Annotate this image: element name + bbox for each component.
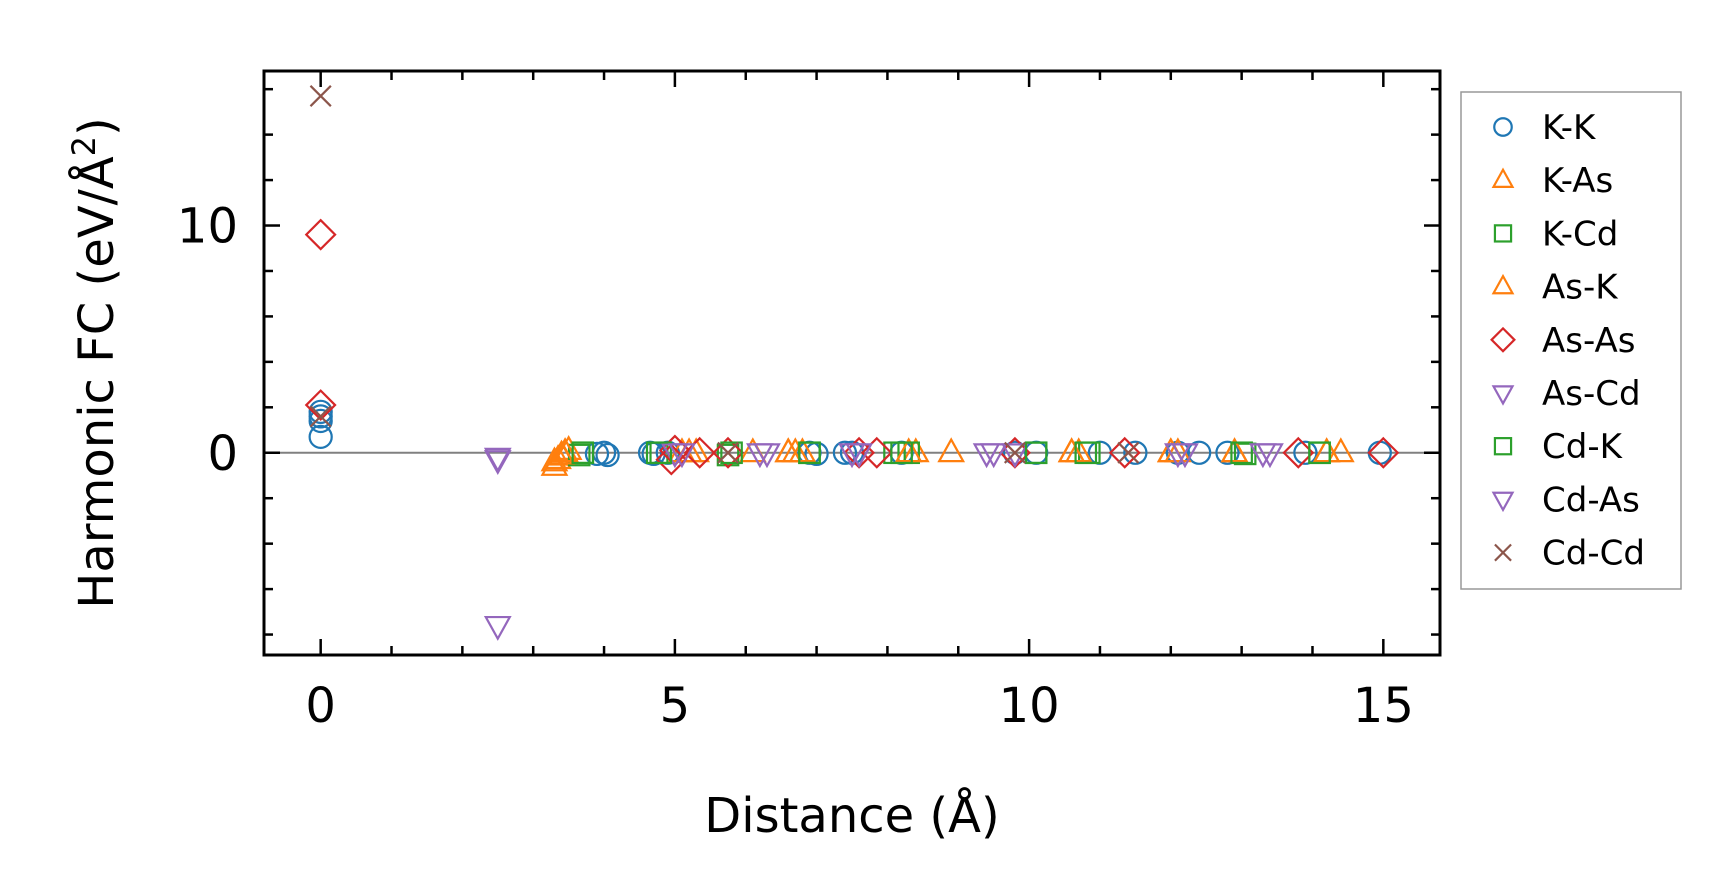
data-point — [894, 437, 923, 463]
data-point — [746, 443, 774, 469]
data-point — [308, 399, 333, 424]
legend-marker — [1490, 326, 1516, 353]
legend-label: Cd-K — [1542, 427, 1624, 467]
plot-frame — [262, 69, 1442, 657]
data-point — [1312, 437, 1341, 463]
data-point — [304, 389, 337, 421]
data-point — [712, 436, 744, 469]
x-tick-label: 15 — [1353, 678, 1414, 734]
legend-label: As-As — [1542, 321, 1635, 361]
data-point — [937, 437, 966, 463]
data-point — [798, 441, 821, 465]
data-point — [308, 424, 333, 449]
data-point — [860, 436, 893, 469]
data-point — [972, 443, 1001, 469]
data-point — [1230, 441, 1253, 465]
x-axis-title: Distance (Å) — [704, 787, 999, 844]
data-point — [571, 441, 595, 465]
series-k-k — [308, 399, 1392, 468]
legend-items: K-K K-As K-Cd As-K As-As As-Cd Cd-K Cd-As Cd-Cd — [1490, 108, 1645, 574]
data-point — [551, 437, 579, 463]
data-point — [738, 437, 767, 463]
data-point — [595, 442, 620, 468]
legend-label: K-K — [1542, 108, 1597, 148]
data-point — [1074, 441, 1098, 465]
data-point — [720, 441, 743, 465]
legend-marker — [1494, 543, 1512, 562]
legend-label: As-Cd — [1542, 374, 1641, 414]
legend: K-K K-As K-Cd As-K As-As As-Cd Cd-K Cd-As Cd-Cd — [1460, 91, 1682, 590]
legend-marker — [1493, 437, 1513, 456]
data-point — [668, 443, 696, 469]
data-point — [1293, 440, 1318, 465]
data-point — [1186, 440, 1212, 465]
data-point — [1024, 441, 1048, 465]
legend-label: Cd-As — [1542, 480, 1640, 520]
data-point — [1220, 437, 1249, 463]
legend-label: K-Cd — [1542, 214, 1618, 254]
data-point — [483, 615, 512, 641]
legend-label: K-As — [1542, 161, 1613, 201]
y-tick-label: 0 — [207, 426, 238, 482]
legend-marker — [1491, 273, 1515, 295]
data-point — [483, 450, 512, 476]
x-tick-label: 10 — [999, 678, 1060, 734]
x-tick-label: 5 — [660, 678, 691, 734]
data-point — [1117, 441, 1140, 464]
data-point — [717, 441, 740, 464]
data-point — [890, 441, 913, 465]
data-point — [683, 436, 716, 469]
data-point — [1057, 437, 1086, 463]
data-point — [774, 437, 803, 463]
y-axis-title: Harmonic FC (eV/Å2) — [65, 117, 125, 609]
data-point — [309, 85, 332, 107]
series-as-as — [304, 218, 1400, 476]
data-point — [547, 439, 576, 465]
legend-marker — [1493, 117, 1513, 137]
legend-marker — [1491, 167, 1515, 188]
data-point — [1003, 441, 1026, 464]
data-point — [832, 440, 858, 465]
data-point — [1308, 441, 1331, 465]
legend-marker — [1493, 224, 1513, 243]
data-point — [304, 218, 337, 251]
y-tick-label: 10 — [177, 199, 238, 255]
data-point — [1367, 436, 1400, 469]
data-point — [1249, 443, 1277, 469]
data-point — [540, 446, 569, 472]
data-point — [1171, 443, 1199, 469]
data-point — [838, 443, 866, 469]
data-point — [1326, 437, 1355, 463]
axis-ticks — [264, 71, 1440, 655]
data-point — [1282, 436, 1315, 469]
data-markers — [304, 85, 1400, 641]
series-cd-k — [571, 441, 1331, 465]
legend-label: As-K — [1542, 268, 1619, 308]
data-point — [1123, 440, 1148, 465]
data-point — [716, 443, 740, 467]
x-tick-label: 0 — [305, 678, 336, 734]
tick-labels: 0 5 10 15 0 10 — [177, 199, 1414, 734]
data-point — [1215, 440, 1240, 465]
data-point — [584, 441, 610, 467]
data-point — [483, 447, 512, 473]
legend-marker — [1491, 385, 1515, 406]
legend-marker — [1491, 491, 1515, 513]
series-as-cd — [483, 443, 1284, 641]
legend-label: Cd-Cd — [1542, 534, 1645, 574]
legend-box — [1460, 91, 1682, 590]
data-point — [1001, 443, 1029, 469]
series-cd-cd — [309, 85, 1140, 464]
series-as-k — [540, 437, 1341, 472]
data-point — [649, 441, 673, 465]
data-point — [788, 437, 817, 463]
data-point — [309, 405, 332, 428]
series-cd-as — [483, 443, 1277, 476]
